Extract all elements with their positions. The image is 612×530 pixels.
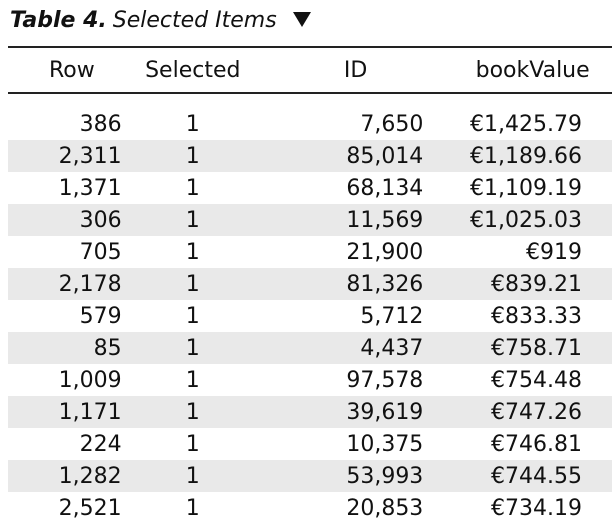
table-row: 579 1 5,712 €833.33 xyxy=(8,300,612,332)
header-row: Row Selected ID bookValue xyxy=(8,48,612,92)
cell-selected: 1 xyxy=(185,303,200,329)
cell-row: 1,371 xyxy=(58,175,122,201)
cell-id: 68,134 xyxy=(346,175,424,201)
cell-row: 386 xyxy=(79,111,122,137)
table-row: 2,311 1 85,014 €1,189.66 xyxy=(8,140,612,172)
table-body: 386 1 7,650 €1,425.79 2,311 1 85,014 €1,189.66 1… xyxy=(8,92,612,524)
table-row: 386 1 7,650 €1,425.79 xyxy=(8,108,612,140)
cell-bookvalue: €1,425.79 xyxy=(470,111,582,137)
cell-row: 1,282 xyxy=(8,460,128,492)
table-name: Selected Items xyxy=(112,7,277,33)
cell-selected: 1 xyxy=(185,495,200,521)
cell-row: 705 xyxy=(79,239,122,265)
cell-id: 85,014 xyxy=(257,140,424,172)
cell-id: 5,712 xyxy=(360,303,424,329)
cell-selected: 1 xyxy=(127,204,258,236)
header-spacer xyxy=(8,92,612,108)
cell-bookvalue: €839.21 xyxy=(423,268,612,300)
cell-id: 10,375 xyxy=(346,431,424,457)
table-row: 85 1 4,437 €758.71 xyxy=(8,332,612,364)
cell-selected: 1 xyxy=(185,239,200,265)
cell-row: 579 xyxy=(79,303,122,329)
table-row: 1,009 1 97,578 €754.48 xyxy=(8,364,612,396)
cell-row: 306 xyxy=(8,204,128,236)
cell-selected: 1 xyxy=(185,367,200,393)
table-row: 1,171 1 39,619 €747.26 xyxy=(8,396,612,428)
table-row: 2,178 1 81,326 €839.21 xyxy=(8,268,612,300)
cell-id: 11,569 xyxy=(257,204,424,236)
cell-bookvalue: €833.33 xyxy=(491,303,582,329)
cell-bookvalue: €1,189.66 xyxy=(423,140,612,172)
table-label: Table 4. xyxy=(10,7,107,33)
table-row: 705 1 21,900 €919 xyxy=(8,236,612,268)
cell-row: 85 xyxy=(8,332,128,364)
cell-selected: 1 xyxy=(185,175,200,201)
cell-selected: 1 xyxy=(127,396,258,428)
cell-row: 2,311 xyxy=(8,140,128,172)
cell-row: 2,178 xyxy=(8,268,128,300)
table-row: 1,371 1 68,134 €1,109.19 xyxy=(8,172,612,204)
cell-bookvalue: €734.19 xyxy=(491,495,582,521)
cell-row: 224 xyxy=(79,431,122,457)
header-rule xyxy=(8,92,612,94)
cell-bookvalue: €746.81 xyxy=(491,431,582,457)
cell-selected: 1 xyxy=(185,111,200,137)
cell-bookvalue: €1,109.19 xyxy=(470,175,582,201)
cell-selected: 1 xyxy=(127,332,258,364)
table-title: Table 4. Selected Items xyxy=(10,4,311,36)
cell-bookvalue: €1,025.03 xyxy=(423,204,612,236)
cell-id: 39,619 xyxy=(257,396,424,428)
cell-row: 1,009 xyxy=(58,367,122,393)
triangle-down-icon[interactable] xyxy=(292,11,311,27)
cell-bookvalue: €744.55 xyxy=(423,460,612,492)
table-row: 1,282 1 53,993 €744.55 xyxy=(8,460,612,492)
cell-selected: 1 xyxy=(127,140,258,172)
cell-id: 53,993 xyxy=(257,460,424,492)
cell-row: 2,521 xyxy=(58,495,122,521)
cell-selected: 1 xyxy=(127,268,258,300)
cell-id: 81,326 xyxy=(257,268,424,300)
table-row: 224 1 10,375 €746.81 xyxy=(8,428,612,460)
cell-bookvalue: €754.48 xyxy=(491,367,582,393)
cell-bookvalue: €747.26 xyxy=(423,396,612,428)
cell-id: 20,853 xyxy=(346,495,424,521)
cell-bookvalue: €758.71 xyxy=(423,332,612,364)
column-header-id[interactable]: ID xyxy=(343,57,368,83)
column-header-row[interactable]: Row xyxy=(48,57,95,83)
cell-id: 97,578 xyxy=(346,367,424,393)
table-row: 2,521 1 20,853 €734.19 xyxy=(8,492,612,524)
cell-selected: 1 xyxy=(185,431,200,457)
selected-items-table: Row Selected ID bookValue 386 1 7,650 €1,42… xyxy=(8,48,612,524)
cell-id: 7,650 xyxy=(360,111,424,137)
cell-row: 1,171 xyxy=(8,396,128,428)
top-rule xyxy=(8,46,612,48)
column-header-bookvalue[interactable]: bookValue xyxy=(475,57,590,83)
cell-id: 21,900 xyxy=(346,239,424,265)
table-row: 306 1 11,569 €1,025.03 xyxy=(8,204,612,236)
cell-bookvalue: €919 xyxy=(526,239,582,265)
column-header-selected[interactable]: Selected xyxy=(145,57,241,83)
cell-selected: 1 xyxy=(127,460,258,492)
cell-id: 4,437 xyxy=(257,332,424,364)
